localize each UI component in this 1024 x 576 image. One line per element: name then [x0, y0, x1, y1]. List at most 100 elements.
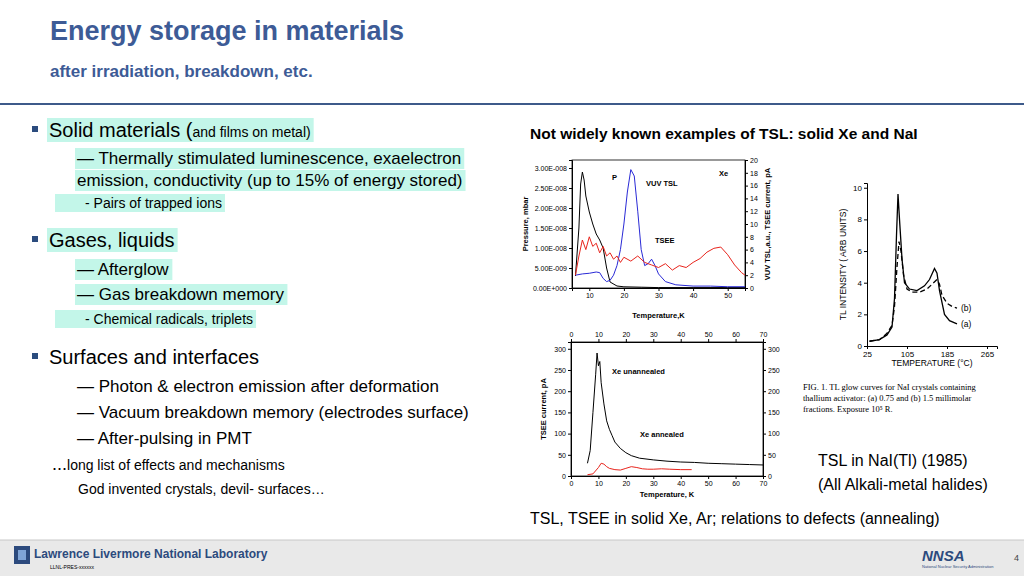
tick-mark	[624, 288, 625, 291]
tick-mark	[568, 476, 571, 477]
axis: 1020304050	[573, 288, 746, 299]
tick: 1.00E-008	[535, 245, 572, 252]
axis: 0246810	[853, 184, 867, 352]
plot-frame	[572, 160, 745, 288]
bullet-item: — Gas breakdown memory	[77, 285, 284, 304]
tick-label: 30	[655, 292, 663, 299]
axis-line	[746, 161, 749, 289]
tick-label: 20	[621, 292, 629, 299]
tick-label: 60	[732, 331, 740, 338]
tick-mark	[745, 186, 748, 187]
bullet-heading: Gases, liquids	[49, 229, 175, 251]
tick-label: 20	[750, 157, 758, 164]
caption: (All Alkali-metal halides)	[818, 476, 988, 493]
tick-mark	[763, 434, 766, 435]
series-label: Xe annealed	[640, 430, 684, 439]
tick: 2.50E-008	[535, 185, 572, 192]
tick-label: 18	[750, 170, 758, 177]
tick-label: 4	[750, 259, 754, 266]
tick-label: 30	[650, 480, 658, 487]
tick-mark	[598, 339, 599, 342]
tick-label: 40	[677, 331, 685, 338]
subtitle: after irradiation, breakdown, etc.	[50, 62, 313, 81]
tick-mark	[568, 412, 571, 413]
tick: 8	[745, 234, 754, 241]
tick-mark	[653, 476, 654, 479]
series-label: TSEE	[655, 236, 675, 245]
background	[0, 0, 1024, 576]
bullet-list: Solid materials (and films on metal) — Th…	[32, 119, 469, 497]
heading-note: and films on metal)	[192, 124, 310, 140]
tick-label: 0	[570, 480, 574, 487]
tick-mark	[568, 391, 571, 392]
tick: 1.50E-008	[535, 225, 572, 232]
bullet-continuation: emission, conductivity (up to 15% of ene…	[77, 171, 463, 190]
tick: 300	[554, 346, 571, 353]
tick: 70	[760, 331, 768, 342]
tick: 3.00E-008	[535, 165, 572, 172]
tick: 60	[732, 331, 740, 342]
tick-label: 10	[750, 221, 758, 228]
tick-mark	[708, 339, 709, 342]
tick-label: 50	[768, 452, 776, 459]
figure-caption: fractions. Exposure 10⁵ R.	[803, 404, 893, 414]
tick-label: 16	[750, 182, 758, 189]
series-label: VUV TSL	[646, 179, 678, 188]
tick-mark	[745, 275, 748, 276]
tick: 14	[745, 195, 758, 202]
tick-mark	[745, 173, 748, 174]
tick-mark	[864, 283, 867, 284]
x-axis-title: Temperature, K	[640, 490, 695, 499]
series-label: Xe unannealed	[612, 367, 665, 376]
tick-label: 25	[863, 350, 872, 359]
y2-axis-title: VUV TSL,a.u., TSEE current, pA	[763, 167, 772, 280]
tick-mark	[864, 251, 867, 252]
tick: 200	[763, 388, 780, 395]
tick: 40	[677, 331, 685, 342]
tick: 20	[622, 476, 630, 487]
figure-caption: thallium activator: (a) 0.75 and (b) 1.5…	[803, 393, 971, 403]
tick-mark	[864, 314, 867, 315]
tick: 100	[554, 430, 571, 437]
tick-label: 2.00E-008	[535, 205, 567, 212]
tick: 8	[858, 215, 867, 224]
tick-mark	[571, 339, 572, 342]
tick-label: 20	[622, 331, 630, 338]
tick-mark	[907, 346, 908, 349]
tick-label: 0.00E+000	[533, 285, 567, 292]
tick-label: 100	[554, 430, 566, 437]
tick-mark	[864, 188, 867, 189]
tick-label: 0	[768, 473, 772, 480]
series-line	[870, 194, 958, 341]
tick-mark	[681, 476, 682, 479]
plot-area	[587, 353, 763, 475]
bullet-item: — Thermally stimulated luminescence, exa…	[77, 149, 461, 168]
tick: 16	[745, 182, 758, 189]
tick: 250	[554, 367, 571, 374]
tick-mark	[745, 288, 748, 289]
tick-label: 0	[750, 285, 754, 292]
highlight	[75, 284, 287, 305]
chart: 0102030405060700102030405060700501001502…	[539, 331, 780, 499]
bullet-item: — Photon & electron emission after defor…	[77, 377, 439, 396]
axis-line	[572, 477, 764, 480]
tick: 105	[901, 346, 915, 359]
tick-label: 100	[768, 430, 780, 437]
tick-label: 50	[724, 292, 732, 299]
plot-frame	[571, 342, 763, 476]
tick-label: 50	[705, 331, 713, 338]
tick-mark	[569, 168, 572, 169]
series-label: (a)	[961, 319, 972, 329]
plot-area	[575, 170, 745, 288]
axis: 25105185265	[863, 346, 997, 359]
section-heading: Not widely known examples of TSL: solid …	[530, 125, 918, 142]
bullet-heading: Surfaces and interfaces	[49, 346, 259, 368]
bullet-heading: Solid materials (and films on metal)	[49, 119, 311, 141]
tick-mark	[745, 160, 748, 161]
tick: 50	[724, 288, 732, 299]
title: Energy storage in materials	[50, 16, 404, 46]
tick: 200	[554, 388, 571, 395]
tick: 30	[650, 331, 658, 342]
tick-mark	[681, 339, 682, 342]
y-axis-title: Pressure, mbar	[521, 197, 530, 252]
